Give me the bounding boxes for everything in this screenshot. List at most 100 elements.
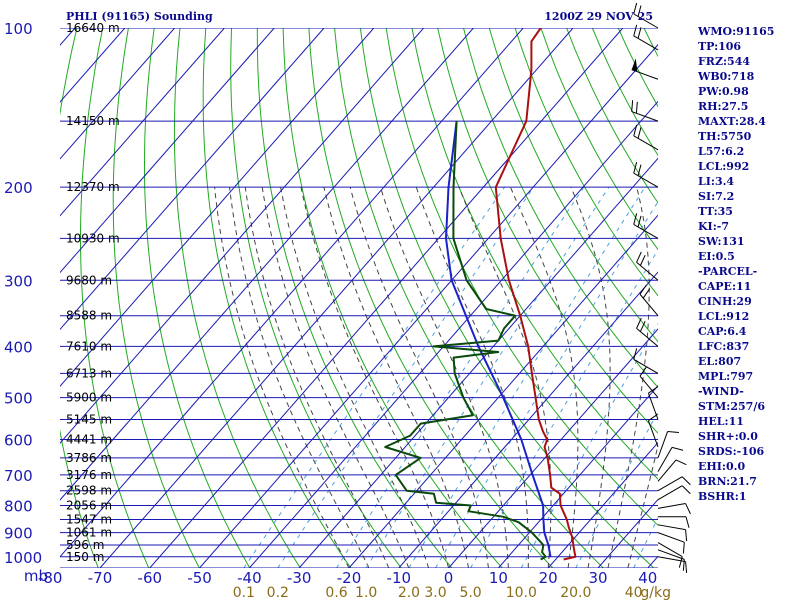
height-labels: 16640 m 14150 m 12370 m 10930 m 9680 m 8588 m…	[66, 21, 120, 564]
wind-barb-staff	[657, 476, 683, 492]
dry-adiabat	[437, 28, 658, 434]
wind-barb	[658, 516, 690, 528]
mixing-ratio-tick-label: 3.0	[424, 585, 446, 600]
wind-barb-staff	[633, 358, 659, 374]
dry-adiabat	[463, 28, 658, 389]
moist-adiabat	[510, 187, 579, 568]
dry-adiabat	[334, 28, 604, 568]
index-item: PW:0.98	[698, 85, 749, 98]
wind-barb-staff	[631, 69, 659, 80]
height-label: 7610 m	[66, 339, 112, 353]
isotherm-line	[60, 28, 325, 331]
wind-barb-staff	[647, 420, 659, 448]
moist-adiabat	[458, 187, 552, 568]
index-item: EI:0.5	[698, 250, 735, 263]
index-item: HEL:11	[698, 415, 744, 428]
temperature-axis-labels: -80 -70 -60 -50 -40 -30 -20 -10 0 10 20 30 40	[38, 569, 657, 587]
index-item: SHR+:0.0	[698, 430, 758, 443]
wind-barb	[633, 2, 659, 29]
dry-adiabat	[308, 28, 554, 568]
height-label: 3176 m	[66, 468, 112, 482]
wind-barb	[633, 24, 659, 51]
wind-barb-feather	[671, 446, 684, 451]
isotherm-line	[249, 100, 658, 568]
dry-adiabat	[514, 28, 658, 297]
height-label: 5900 m	[66, 391, 112, 405]
wind-barb-feather	[637, 5, 642, 17]
height-label: 150 m	[66, 550, 104, 564]
wind-barb-feather	[682, 542, 685, 554]
pressure-tick-label: 900	[4, 525, 33, 543]
index-item: SI:7.2	[698, 190, 735, 203]
height-label: 5145 m	[66, 413, 112, 427]
moist-adiabat	[607, 187, 650, 568]
index-item: CAP:6.4	[698, 325, 747, 338]
moist-adiabats	[214, 187, 658, 568]
index-item: TP:106	[698, 40, 742, 53]
wind-barb	[657, 446, 684, 472]
moist-adiabat	[570, 187, 611, 568]
wind-barb-feather	[685, 516, 690, 528]
mixing-ratio-tick-label: 1.0	[355, 585, 377, 600]
dry-adiabat	[256, 28, 453, 568]
dry-adiabat	[10, 28, 51, 568]
wind-barb-feather	[639, 321, 646, 332]
wind-barb-feather	[685, 561, 688, 574]
temperature-tick-label: 10	[489, 569, 508, 587]
temperature-tick-label: -20	[337, 569, 362, 587]
temperature-tick-label: 20	[539, 569, 558, 587]
wind-barb-staff	[657, 447, 673, 472]
moist-adiabat	[229, 187, 370, 568]
isotherm-line	[60, 28, 425, 444]
dry-adiabat	[359, 28, 655, 568]
temperature-tick-label: -80	[38, 569, 63, 587]
mixing-ratio-tick-label: 0.6	[325, 585, 347, 600]
wind-barb	[657, 532, 685, 554]
moist-adiabat	[300, 187, 450, 568]
isotherm-line	[547, 441, 658, 568]
wind-barb-feather	[636, 251, 642, 263]
height-label: 8588 m	[66, 309, 112, 323]
mixing-ratio-line	[520, 323, 658, 568]
wind-barb-feather	[633, 2, 638, 15]
isotherm-line	[60, 28, 76, 46]
pressure-unit-label: mb	[24, 567, 48, 585]
dry-adiabat	[202, 28, 352, 568]
moist-adiabat	[627, 443, 658, 568]
wind-barb-staff	[657, 503, 686, 509]
height-label: 3786 m	[66, 451, 112, 465]
temperature-tick-label: -40	[237, 569, 262, 587]
wind-barb	[633, 348, 659, 374]
wind-barb	[657, 459, 687, 482]
temperature-tick-label: 40	[638, 569, 657, 587]
dry-adiabat	[411, 28, 658, 480]
wind-barb-staff	[657, 524, 686, 531]
index-item: LI:3.4	[698, 175, 735, 188]
wind-barb-feather	[637, 27, 642, 39]
height-label: 2056 m	[66, 499, 112, 513]
mixing-ratio-line	[633, 516, 658, 568]
isotherm-line	[298, 157, 658, 568]
index-item: EHI:0.0	[698, 460, 746, 473]
height-label: 1061 m	[66, 526, 112, 540]
wind-barb-feather	[678, 556, 683, 568]
wind-barb-feather	[639, 254, 646, 266]
wind-barb	[657, 503, 691, 515]
index-item: WB0:718	[698, 70, 755, 83]
height-label: 10930 m	[66, 231, 120, 245]
wind-barb	[657, 485, 691, 501]
wind-barb-staff	[631, 111, 659, 122]
isotherm-line	[448, 328, 658, 568]
temperature-tick-label: 30	[588, 569, 607, 587]
dry-adiabat	[173, 28, 301, 568]
wind-barb-feather	[639, 284, 647, 295]
moist-adiabat	[380, 187, 509, 568]
wind-barb-feather	[639, 366, 647, 377]
dry-adiabat	[144, 28, 251, 568]
height-label: 16640 m	[66, 21, 120, 35]
index-item: -WIND-	[698, 385, 744, 398]
pressure-axis-labels: 100 200 300 400 500 600 700 800 900 1000	[4, 20, 42, 567]
isotherm-line	[60, 28, 375, 388]
temperature-trace	[494, 28, 577, 561]
wind-barb-feather	[631, 100, 634, 112]
